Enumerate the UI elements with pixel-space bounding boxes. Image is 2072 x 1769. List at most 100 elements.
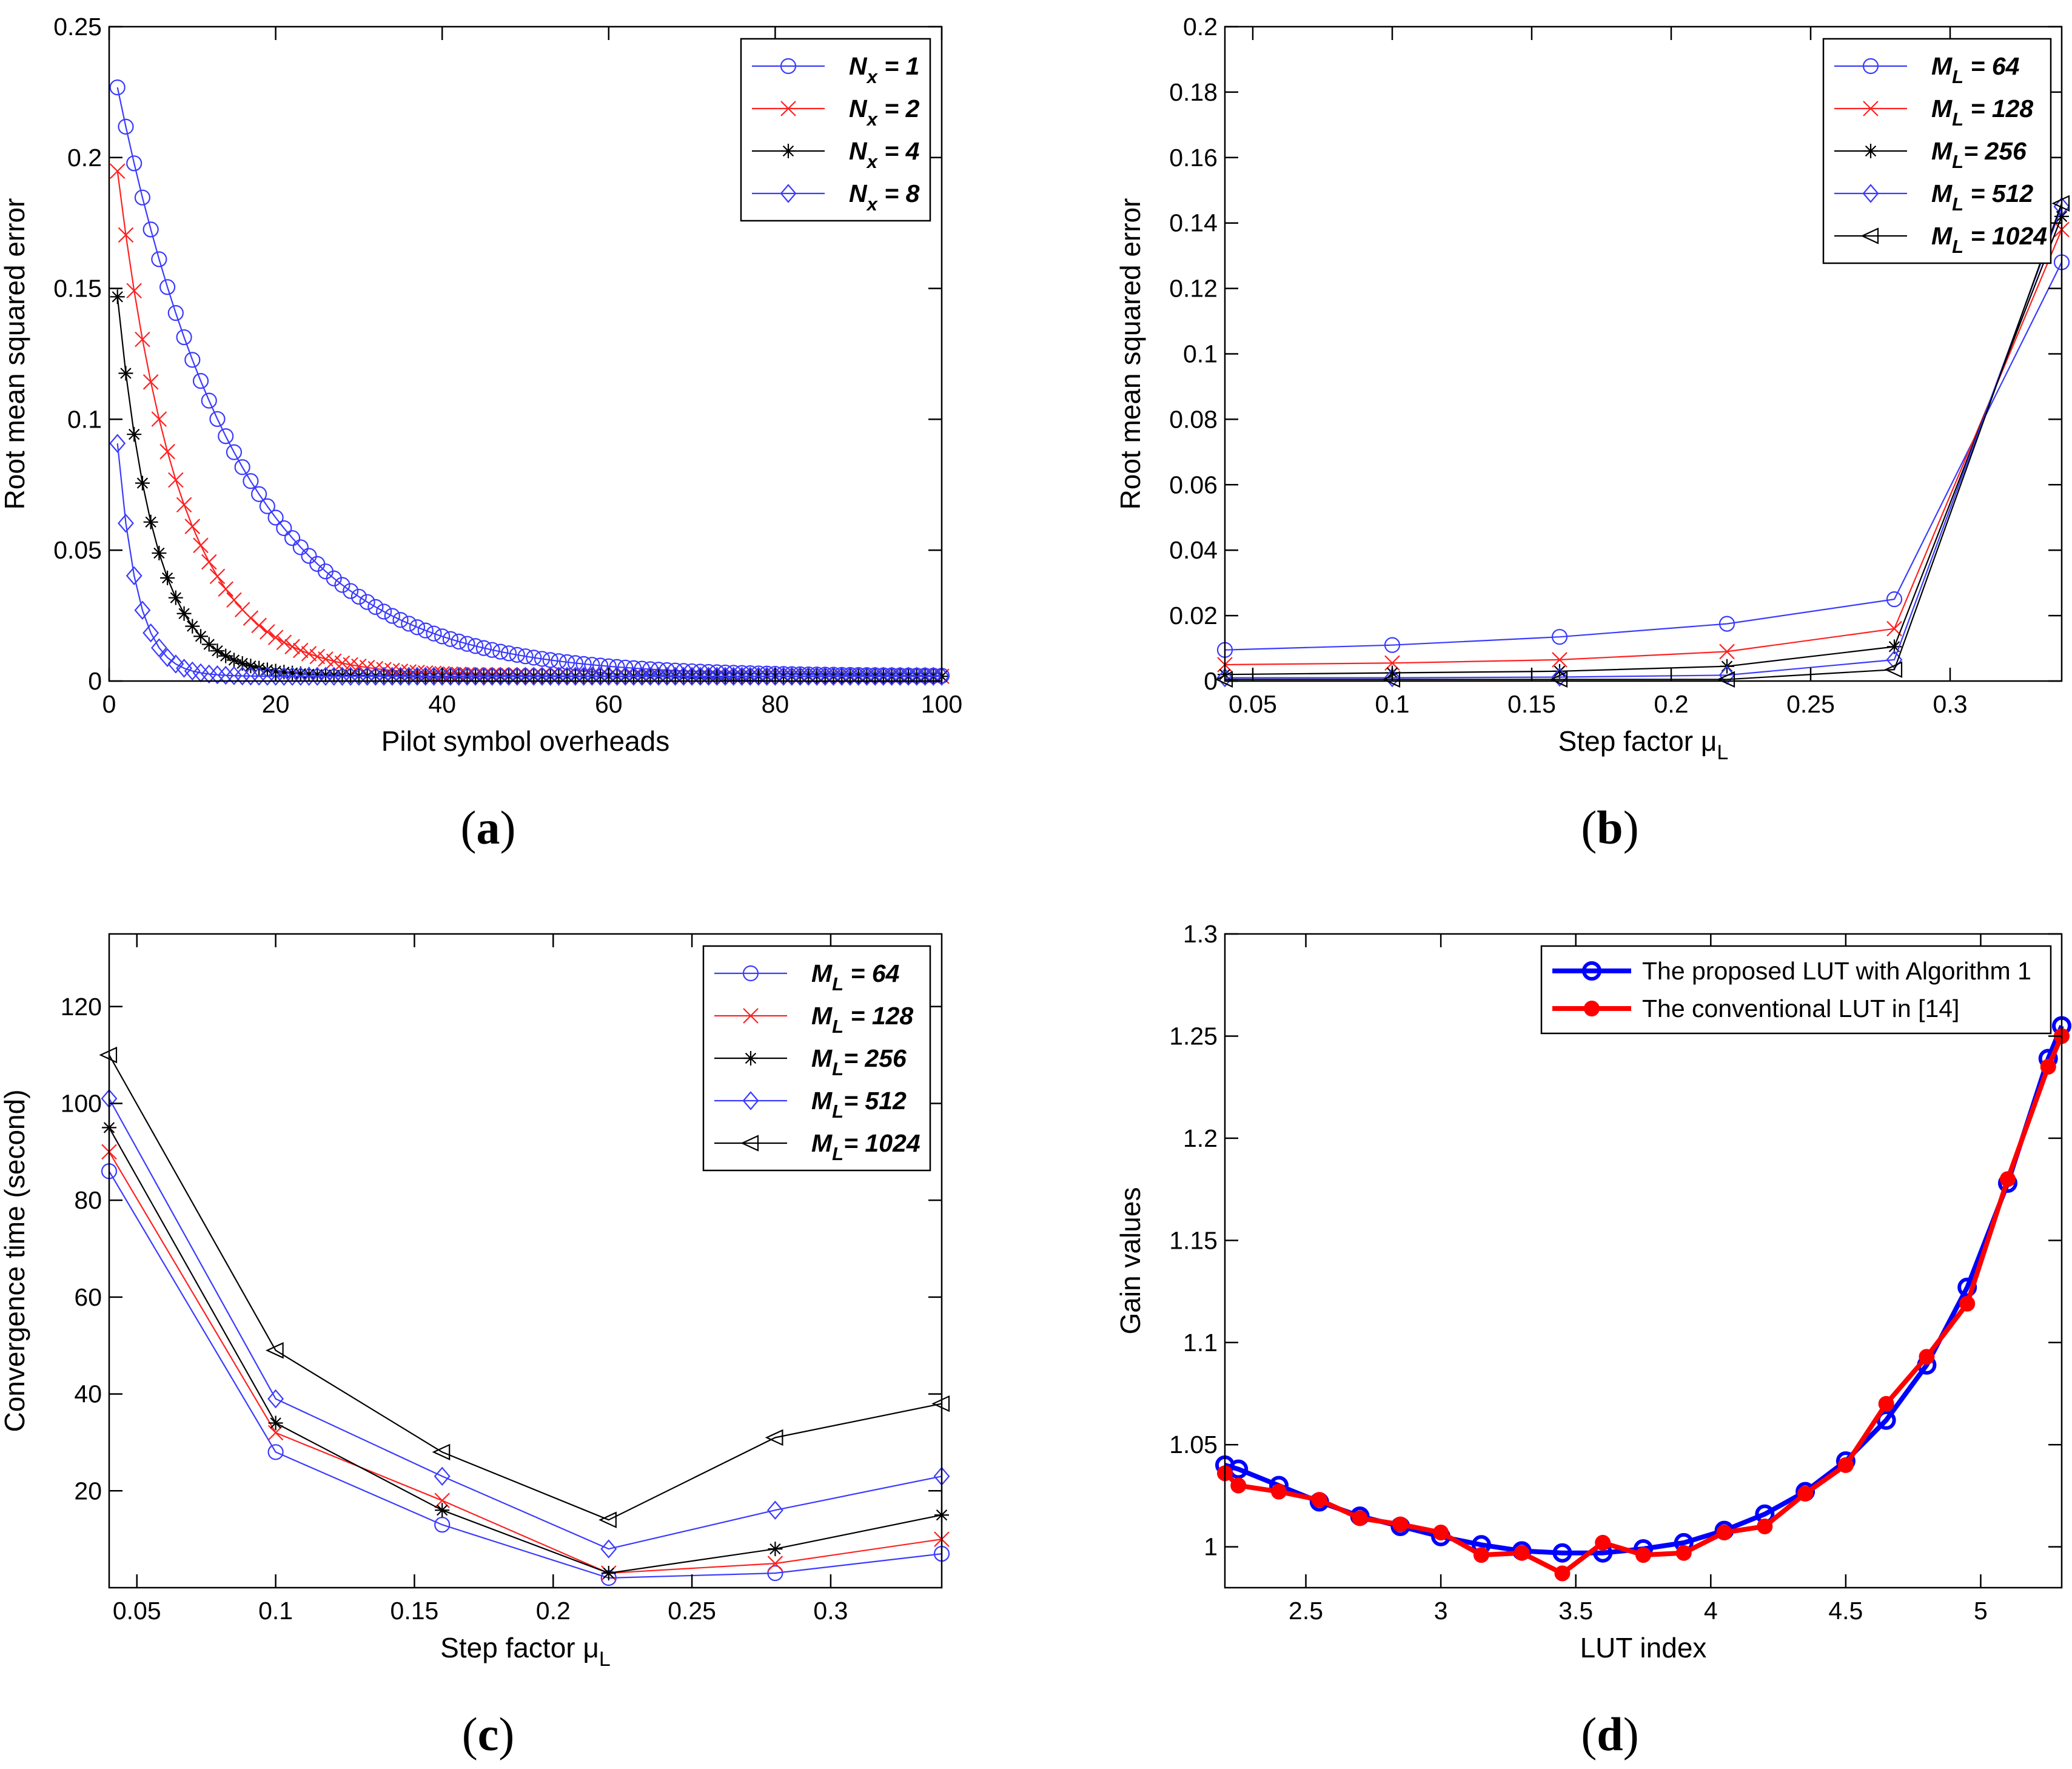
data-point [265,1342,284,1359]
x-axis-label: Pilot symbol overheads [381,725,670,757]
legend-label: ML = 128 [1931,95,2033,130]
series-line [1224,229,2063,666]
data-point [251,486,267,502]
data-point [1876,1410,1896,1430]
data-point [217,665,234,685]
data-point [534,651,551,667]
series-line [116,443,942,677]
legend-symbol: M [811,1044,833,1072]
legend-equals: = 512 [1963,180,2033,207]
data-point [783,666,800,686]
data-point [1878,1395,1894,1412]
data-point [617,666,634,686]
legend-subscript: L [1952,151,1963,172]
y-tick-label: 0.04 [1169,536,1218,564]
data-point [467,666,484,686]
data-point [567,666,584,686]
data-point [176,329,192,346]
data-point [384,608,400,624]
legend-equals: = 8 [877,180,920,207]
y-tick-label: 0.25 [53,13,102,41]
data-point [284,666,301,686]
data-point [526,650,542,666]
legend-marker [742,1091,759,1110]
x-tick-label: 0.2 [1654,690,1689,718]
legend-symbol: M [1931,180,1953,207]
legend-marker [743,1008,759,1024]
data-point [309,648,326,665]
x-tick-label: 100 [921,690,962,718]
data-point [285,665,300,680]
data-point [766,1500,783,1520]
y-axis-label: Gain values [1115,1187,1146,1335]
legend-symbol: M [1931,222,1953,250]
legend-subscript: L [1952,109,1963,130]
y-tick-label: 1 [1204,1533,1218,1561]
data-point [917,666,933,686]
data-point [184,519,201,534]
x-tick-label: 0.15 [1507,690,1556,718]
data-point [284,639,300,655]
legend-marker [1860,227,1879,244]
legend-label: The proposed LUT with Algorithm 1 [1642,957,2031,985]
data-point [151,251,167,267]
caption-c: (c) [461,1708,515,1761]
data-point [432,1443,451,1461]
legend-symbol: N [849,52,868,80]
data-point [401,616,417,632]
data-point [334,577,350,593]
data-point [267,629,284,645]
legend-marker [742,965,759,982]
data-point [209,411,226,428]
data-point [700,666,717,686]
data-point [1797,1486,1814,1502]
data-point [359,594,375,610]
legend-label: ML= 512 [811,1087,907,1122]
data-point [534,666,551,686]
data-point [759,666,776,686]
data-point [259,666,276,686]
chart-c: 0.05 0.1 0.15 0.2 0.25 0.3 20 40 60 80 100 120 Step … [0,933,950,1671]
chart-b: 0.05 0.1 0.15 0.2 0.25 0.3 0 0.02 0.04 0.06 0.08 0.… [1115,13,2070,764]
x-tick-label: 0.25 [668,1597,716,1625]
data-point [342,666,359,686]
data-point [768,1542,783,1557]
data-point [1384,637,1401,653]
x-axis-label: Step factor μL [440,1632,611,1671]
data-point [184,352,201,368]
data-point [426,666,442,686]
data-point [275,666,292,686]
series-line [1225,206,2063,679]
data-point [277,665,292,680]
data-point [601,1566,616,1581]
legend-equals: = 128 [1963,95,2033,123]
data-point [152,546,167,561]
data-point [598,1511,617,1528]
data-point [259,498,275,514]
data-point [134,189,151,206]
data-point [435,1503,450,1518]
legend-label: ML = 64 [1931,52,2020,87]
caption-b: (b) [1581,801,1639,854]
x-tick-label: 20 [262,690,290,718]
legend-symbol: N [849,95,868,123]
legend-symbol: M [1931,95,1953,123]
data-point [118,366,133,381]
data-point [767,1565,783,1582]
data-point [451,633,467,650]
series-line [1225,203,2063,680]
data-point [434,666,451,686]
data-point [159,648,176,668]
data-point [292,539,309,556]
data-point [1514,1545,1530,1561]
series-a-3 [109,434,950,686]
data-point [267,509,284,526]
x-tick-label: 4.5 [1828,1597,1863,1625]
data-point [925,666,942,686]
data-point [492,643,509,660]
data-point [167,654,184,674]
series-line [109,1055,942,1521]
data-point [293,642,309,659]
legend-symbol: M [811,959,833,987]
x-tick-label: 0.25 [1786,690,1835,718]
